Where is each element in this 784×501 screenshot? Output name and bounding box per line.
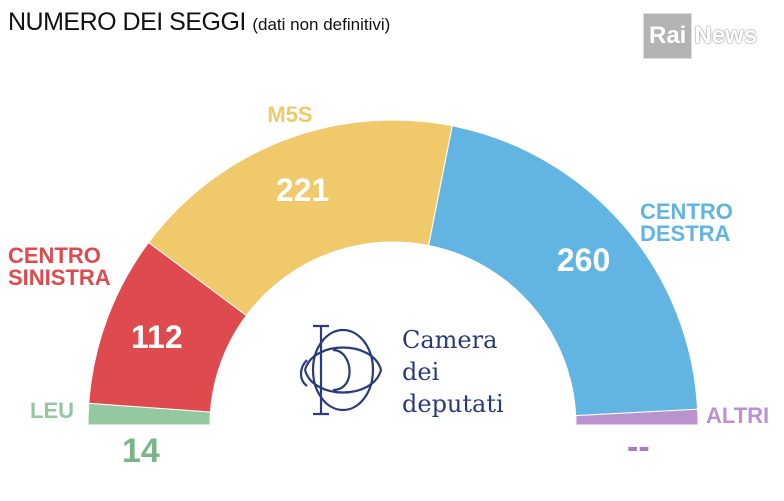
logo-news-text: News <box>694 22 758 49</box>
label-centro-sinistra: CENTRO SINISTRA <box>8 243 111 290</box>
label-centro-destra: CENTRO DESTRA <box>640 199 733 246</box>
value-m5s: 221 <box>276 172 329 208</box>
label-m5s: M5S <box>267 102 312 127</box>
camera-emblem <box>299 324 383 416</box>
chart-slices <box>87 119 699 426</box>
value-centro-sinistra: 112 <box>131 319 183 355</box>
camera-text-line-3: deputati <box>402 390 504 418</box>
rainews-logo: Rai News <box>643 13 757 59</box>
logo-rai-text: Rai <box>643 13 693 59</box>
slice-m5s <box>147 119 453 317</box>
label-leu: LEU <box>30 398 74 423</box>
value-altri: -- <box>627 428 650 466</box>
slice-centro-destra <box>427 125 699 417</box>
camera-text-line-2: dei <box>402 358 440 386</box>
camera-text-line-1: Camera <box>402 326 497 354</box>
label-altri: ALTRI <box>706 403 769 428</box>
chart-subtitle: (dati non definitivi) <box>252 15 391 34</box>
chart-labels: LEU 14 112 CENTRO SINISTRA 221 M5S 260 CENTRO DES… <box>8 102 769 470</box>
chart-title: NUMERO DEI SEGGI (dati non definitivi) <box>8 8 391 36</box>
value-leu: 14 <box>122 432 160 470</box>
slice-altri <box>575 408 699 426</box>
value-centro-destra: 260 <box>557 242 610 278</box>
